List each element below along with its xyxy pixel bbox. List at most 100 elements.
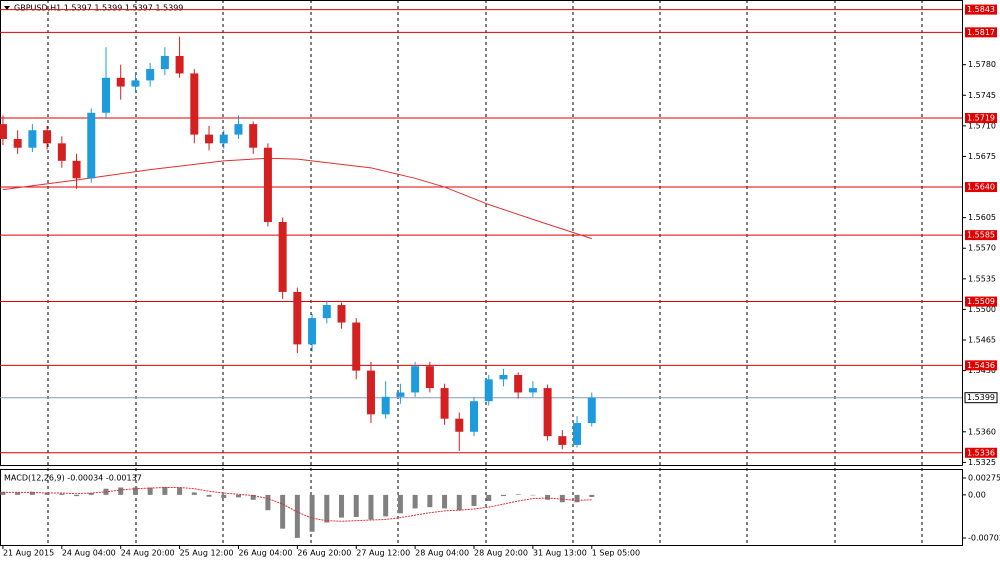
y-tick-label: 1.5780: [968, 60, 996, 69]
macd-bar: [88, 493, 94, 495]
macd-title: MACD(12,26,9) -0.00034 -0.00137: [4, 474, 142, 483]
x-tick-label: 28 Aug 04:00: [415, 549, 469, 558]
candle-body: [514, 374, 523, 393]
y-tick-label: 1.5500: [968, 305, 996, 314]
y-tick-label: 1.5360: [968, 427, 996, 436]
candle-body: [573, 423, 582, 445]
candle-body: [43, 130, 52, 144]
x-tick-label: 24 Aug 04:00: [62, 549, 116, 558]
y-tick-label: 1.5675: [968, 152, 996, 161]
candle-body: [425, 366, 434, 389]
x-tick-label: 24 Aug 20:00: [121, 549, 175, 558]
candle-body: [366, 370, 375, 415]
level-label-box: [965, 27, 997, 38]
candle-body: [13, 138, 22, 148]
macd-bar: [132, 487, 138, 495]
x-tick-label: 1 Sep 05:00: [592, 549, 640, 558]
candle-body: [101, 77, 110, 113]
level-label: 1.5436: [967, 361, 995, 370]
candle-body: [558, 436, 567, 445]
level-label: 1.5336: [967, 448, 995, 457]
macd-bar: [545, 494, 551, 500]
macd-bar: [339, 494, 345, 518]
macd-bar: [353, 494, 359, 517]
x-tick-label: 21 Aug 2015: [3, 549, 54, 558]
macd-bar: [59, 493, 65, 495]
macd-bar: [0, 491, 6, 495]
y-tick-label: 1.5535: [968, 274, 996, 283]
candle-body: [57, 143, 66, 161]
candle-body: [205, 134, 214, 144]
macd-bar: [471, 494, 477, 506]
candle-body: [234, 124, 243, 135]
macd-bar: [456, 494, 462, 511]
macd-bar: [29, 491, 35, 495]
bid-label: 1.5399: [967, 393, 995, 402]
candle-body: [455, 418, 464, 432]
menu-arrow[interactable]: [4, 6, 10, 10]
candle-body: [528, 388, 537, 393]
macd-bar: [44, 492, 50, 495]
macd-bar: [147, 487, 153, 495]
level-label: 1.5509: [967, 297, 995, 306]
candle-body: [263, 147, 272, 223]
y-tick-label: 0.00275: [968, 473, 1000, 482]
candle-body: [543, 388, 552, 437]
level-label-box: [965, 296, 997, 307]
time-grid: [47, 0, 923, 545]
x-tick-label: 26 Aug 20:00: [297, 549, 351, 558]
y-tick-label: 1.5570: [968, 244, 996, 253]
y-tick-label: 1.5465: [968, 336, 996, 345]
candle-body: [131, 80, 140, 87]
macd-bar: [324, 494, 330, 523]
candle-body: [190, 73, 199, 135]
candle-body: [308, 318, 317, 345]
macd-bar: [383, 494, 389, 517]
level-label-box: [965, 230, 997, 241]
macd-bar: [442, 494, 448, 509]
level-label-box: [965, 447, 997, 458]
macd-bar: [265, 494, 271, 511]
candle-body: [337, 305, 346, 323]
price-pane: [0, 0, 963, 466]
y-tick-label: 1.5745: [968, 91, 996, 100]
candle-body: [587, 397, 596, 424]
macd-bar: [235, 494, 241, 498]
level-label-box: [965, 360, 997, 371]
macd-bar: [500, 494, 506, 497]
candle-body: [249, 124, 258, 148]
macd-bar: [486, 494, 492, 502]
candle-body: [219, 134, 228, 144]
macd-bar: [15, 492, 21, 495]
candle-body: [160, 55, 169, 70]
macd-bar: [530, 494, 536, 496]
macd-pane: [0, 469, 963, 546]
y-tick-label: 1.5325: [968, 458, 996, 467]
macd-bar: [162, 486, 168, 495]
x-tick-label: 31 Aug 13:00: [533, 549, 587, 558]
macd-bar: [412, 494, 418, 509]
candle-body: [499, 374, 508, 380]
candle-body: [146, 69, 155, 81]
candle-body: [278, 222, 287, 292]
candle-body: [72, 160, 81, 179]
macd-bar: [294, 494, 300, 538]
macd-bar: [250, 494, 256, 500]
y-tick-label: 1.5605: [968, 213, 996, 222]
x-tick-label: 28 Aug 20:00: [474, 549, 528, 558]
macd-bar: [191, 492, 197, 495]
moving-average: [2, 157, 592, 240]
level-label: 1.5585: [967, 231, 995, 240]
level-label: 1.5843: [967, 5, 995, 14]
candle-body: [381, 396, 390, 415]
macd-bar: [74, 494, 80, 497]
y-tick-label: 1.5430: [968, 366, 996, 375]
candle-body: [470, 401, 479, 432]
macd-bar: [206, 494, 212, 497]
macd-bar: [177, 487, 183, 495]
candle-body: [322, 305, 331, 319]
bid-label-box: [964, 392, 998, 404]
macd-bar: [589, 494, 595, 497]
macd-bar: [515, 494, 521, 495]
